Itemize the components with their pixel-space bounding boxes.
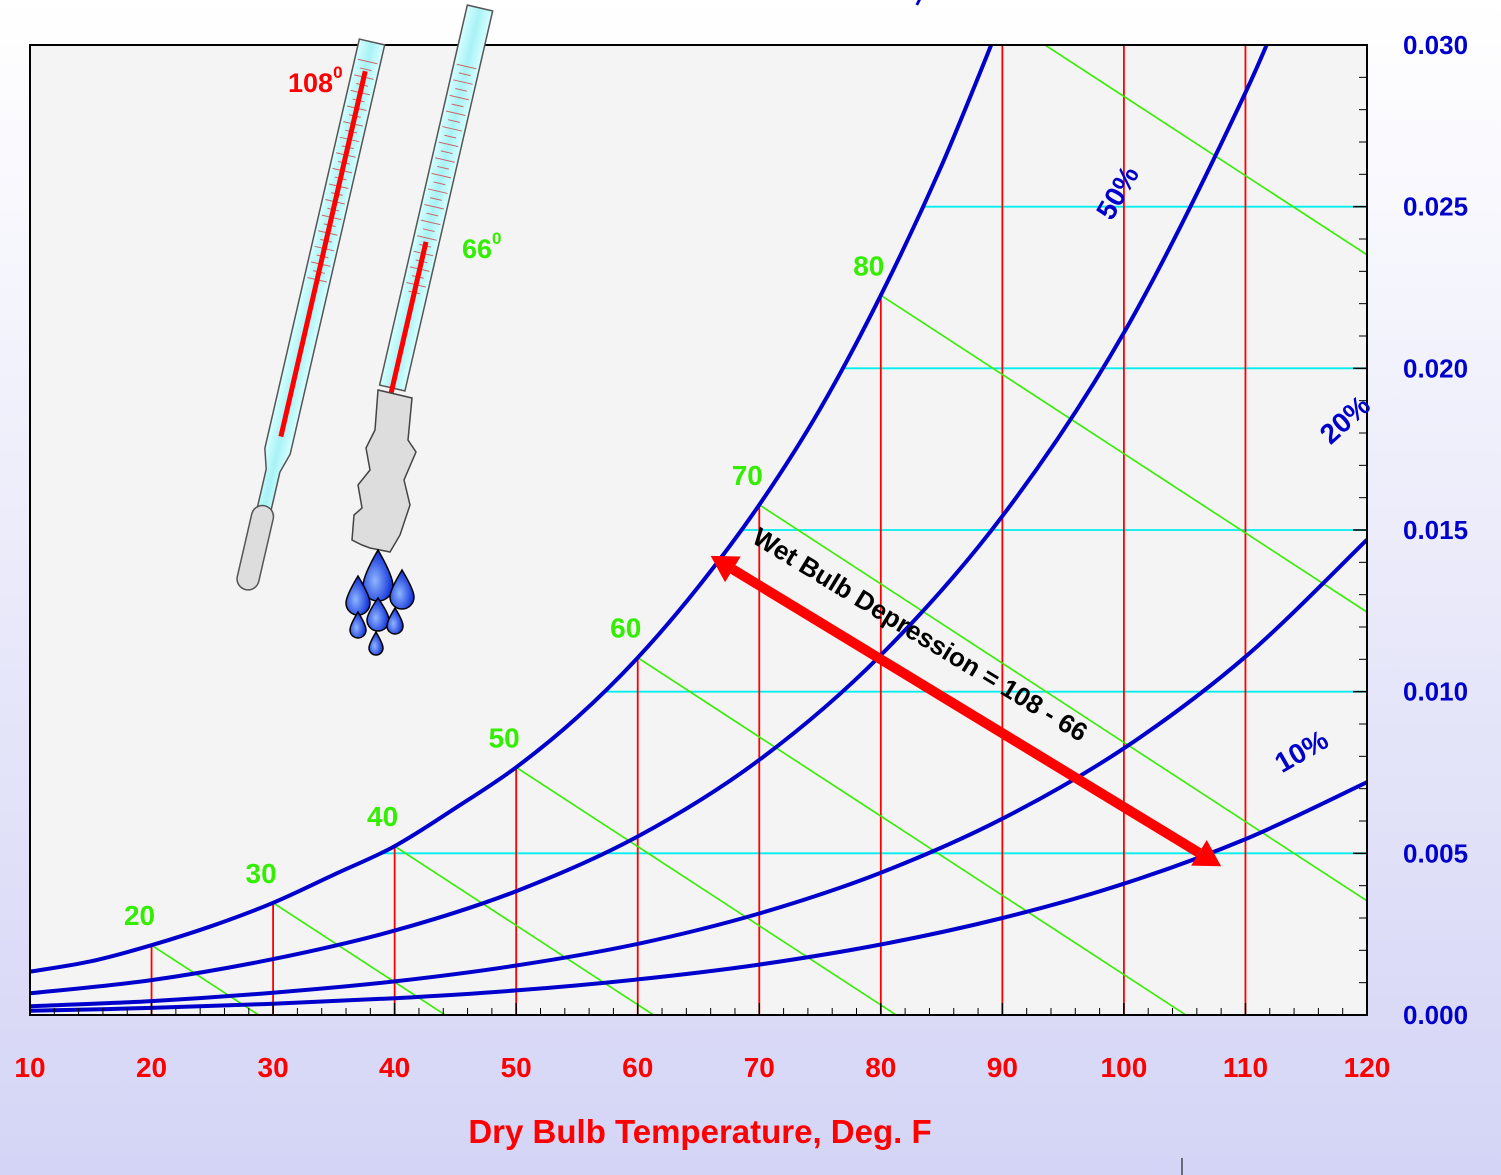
x-tick-label: 30 [258,1052,289,1083]
dry-bulb-value: 108 [288,68,333,98]
wet-bulb-value: 66 [462,234,492,264]
wet-bulb-line [1043,45,1367,256]
rh-curve-label: 100% [895,0,955,10]
x-tick-label: 40 [379,1052,410,1083]
dry-bulb-reading: 1080 [288,63,343,98]
wet-bulb-label: 80 [853,250,884,281]
water-drop-icon [368,630,384,656]
arrowhead-icon [1191,839,1222,867]
wet-wick [351,389,417,553]
x-tick-label: 110 [1223,1052,1268,1083]
x-tick-label: 50 [501,1052,532,1083]
wet-bulb-thermometer [378,4,494,404]
wet-bulb-line [758,504,1367,902]
x-tick-label: 60 [622,1052,653,1083]
wet-bulb-line [880,294,1367,614]
x-axis-title: Dry Bulb Temperature, Deg. F [468,1113,931,1150]
x-tick-label: 120 [1344,1052,1391,1083]
rh-curve-10 [30,780,1367,1013]
y-tick-label: 0.005 [1403,838,1468,868]
wet-bulb-label: 60 [610,613,641,644]
rh-curve-100 [30,45,994,974]
y-tick-label: 0.020 [1403,353,1468,383]
water-drop-icon [389,568,415,610]
y-tick-label: 0.025 [1403,192,1468,222]
x-tick-label: 70 [744,1052,775,1083]
wet-bulb-line [515,766,897,1015]
dry-bulb-degree: 0 [333,63,342,82]
wet-bulb-label: 70 [732,460,763,491]
x-tick-label: 90 [987,1052,1018,1083]
x-tick-label: 10 [14,1052,45,1083]
wet-bulb-reading: 660 [462,229,502,264]
rh-curve-50 [30,45,1269,996]
wet-bulb-degree: 0 [492,229,501,248]
wet-bulb-label: 40 [367,801,398,832]
y-tick-label: 0.010 [1403,677,1468,707]
rh-curve-20 [30,538,1367,1009]
wet-bulb-depression-arrow [730,565,1202,858]
x-tick-label: 20 [136,1052,167,1083]
y-tick-label: 0.015 [1403,515,1468,545]
wet-bulb-label: 20 [124,900,155,931]
wet-bulb-line [394,845,655,1015]
water-drop-icon [386,606,404,635]
y-tick-label: 0.000 [1403,1000,1468,1030]
water-drop-icon [366,596,390,632]
x-tick-label: 100 [1101,1052,1148,1083]
arrowhead-icon [710,555,741,583]
water-drop-icon [349,610,367,639]
water-drops [345,548,415,656]
x-tick-label: 80 [865,1052,896,1083]
wet-bulb-label: 50 [489,722,520,753]
y-tick-label: 0.030 [1403,30,1468,60]
dry-bulb-thermometer [236,38,386,591]
wet-bulb-line [637,657,1187,1015]
wet-bulb-label: 30 [246,858,277,889]
